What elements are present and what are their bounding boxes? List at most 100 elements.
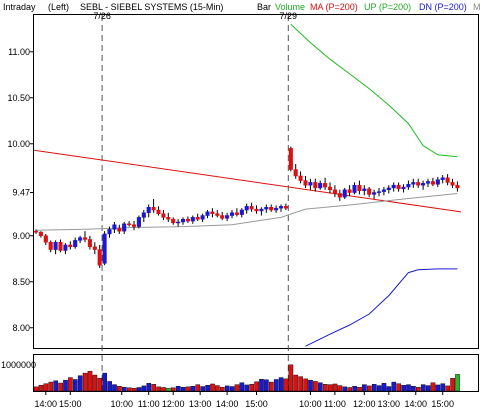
volume-bar xyxy=(215,385,220,392)
volume-bar xyxy=(102,372,107,392)
price-tick-label: 10.00 xyxy=(7,139,30,149)
volume-bar xyxy=(440,383,446,392)
candle xyxy=(445,174,450,186)
volume-bar xyxy=(332,383,338,392)
volume-bar xyxy=(239,382,245,392)
candle xyxy=(220,211,225,221)
volume-bar xyxy=(273,379,279,392)
candle xyxy=(352,182,357,195)
candle xyxy=(107,226,112,238)
candle xyxy=(274,205,279,213)
date-marker-label: 7/29 xyxy=(280,11,298,21)
candle xyxy=(68,241,73,250)
ma-line xyxy=(33,149,462,213)
price-tick-label: 9.00 xyxy=(12,231,30,241)
time-tick-label: 15:00 xyxy=(245,399,268,409)
volume-bar xyxy=(141,385,147,392)
volume-bar xyxy=(455,374,460,392)
time-tick-label: 12:00 xyxy=(162,399,185,409)
dn-band-line xyxy=(305,268,458,347)
volume-bar xyxy=(121,386,127,392)
volume-bar xyxy=(381,383,387,392)
candle xyxy=(313,178,318,192)
candle xyxy=(239,208,244,218)
candle xyxy=(225,212,230,222)
candle xyxy=(43,233,48,245)
candle xyxy=(58,239,63,253)
candle xyxy=(318,180,323,190)
candle xyxy=(87,235,92,250)
volume-tick-label: 1000000 xyxy=(1,360,36,370)
volume-bar xyxy=(318,382,323,392)
candle xyxy=(455,181,460,192)
candle xyxy=(200,213,205,222)
time-axis: 14:00 15:00 10:00 11:00 12:00 13:00 14:00 15:00… xyxy=(35,391,454,409)
candle xyxy=(269,204,274,212)
candle xyxy=(259,207,264,216)
candle xyxy=(205,210,210,219)
candle xyxy=(63,243,68,255)
volume-bar xyxy=(416,386,421,392)
candle xyxy=(381,187,386,196)
header-chart-type: Bar xyxy=(257,2,271,12)
date-markers: 7/26 7/29 xyxy=(93,11,297,391)
candle xyxy=(151,198,156,213)
candle xyxy=(53,240,58,255)
time-tick-label: 10:00 xyxy=(110,399,133,409)
volume-bar xyxy=(146,383,152,392)
candle xyxy=(357,180,362,195)
volume-bar xyxy=(72,379,78,392)
candle xyxy=(73,237,78,249)
time-tick-label: 14:00 xyxy=(35,399,58,409)
candle xyxy=(440,175,445,184)
volume-bars xyxy=(33,364,460,392)
volume-bar xyxy=(161,387,166,392)
volume-bar xyxy=(234,384,240,392)
candle xyxy=(112,221,117,234)
volume-bar xyxy=(58,382,63,392)
volume-bar xyxy=(259,378,264,392)
candle xyxy=(215,210,220,218)
volume-bar xyxy=(151,384,157,392)
volume-bar xyxy=(170,387,176,392)
volume-bar xyxy=(411,386,416,392)
candle xyxy=(278,204,284,212)
volume-bar xyxy=(126,387,132,392)
volume-bar xyxy=(430,382,436,392)
volume-bar xyxy=(386,386,392,392)
header-up-label: UP (P=200) xyxy=(364,2,411,12)
candle xyxy=(386,185,391,194)
volume-bar xyxy=(195,384,201,392)
candle xyxy=(82,231,88,243)
volume-bar xyxy=(425,385,431,392)
candles xyxy=(33,146,460,268)
volume-bar xyxy=(185,386,191,392)
volume-bar xyxy=(401,385,406,392)
candle xyxy=(161,210,166,221)
candle xyxy=(411,178,416,188)
volume-bar xyxy=(97,378,103,392)
volume-bar xyxy=(38,385,44,392)
candle xyxy=(210,208,215,218)
volume-bar xyxy=(391,381,397,392)
volume-bar xyxy=(117,386,122,392)
header-symbol: SEBL - SIEBEL SYSTEMS (15-Min) xyxy=(80,2,223,12)
candle xyxy=(244,203,249,214)
time-tick-label: 12:00 xyxy=(353,399,376,409)
volume-bar xyxy=(63,379,68,392)
price-tick-label: 11.00 xyxy=(8,47,30,57)
volume-bar xyxy=(322,384,328,392)
candle xyxy=(416,178,421,188)
volume-bar xyxy=(112,384,117,392)
volume-bar xyxy=(371,384,377,392)
volume-bar xyxy=(249,384,255,392)
volume-bar xyxy=(166,387,171,392)
volume-bar xyxy=(450,378,455,392)
candle xyxy=(190,215,195,224)
time-tick-label: 11:00 xyxy=(138,399,160,409)
volume-bar xyxy=(362,384,367,392)
volume-bar xyxy=(420,384,426,392)
volume-bar xyxy=(82,372,88,392)
candle xyxy=(367,187,372,198)
volume-bar xyxy=(342,386,348,392)
